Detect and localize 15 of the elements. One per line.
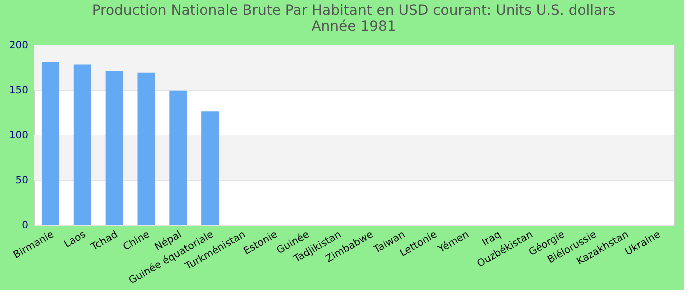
bar	[202, 112, 220, 225]
y-tick-label: 50	[16, 176, 28, 186]
text: Année 1981	[312, 19, 396, 35]
x-tick-label: Chine	[122, 230, 152, 254]
y-tick-label: 200	[9, 40, 28, 52]
bar	[106, 71, 124, 225]
bar	[42, 62, 60, 225]
text: Production Nationale Brute Par Habitant en USD courant: Units U.S. dollars	[92, 3, 616, 19]
y-tick-label: 150	[9, 86, 28, 96]
bar	[170, 90, 188, 225]
x-tick-label: Laos	[62, 230, 88, 251]
y-tick-label: 0	[22, 220, 28, 232]
bar	[138, 72, 156, 225]
bar	[74, 64, 92, 225]
y-tick-label: 100	[9, 130, 28, 142]
